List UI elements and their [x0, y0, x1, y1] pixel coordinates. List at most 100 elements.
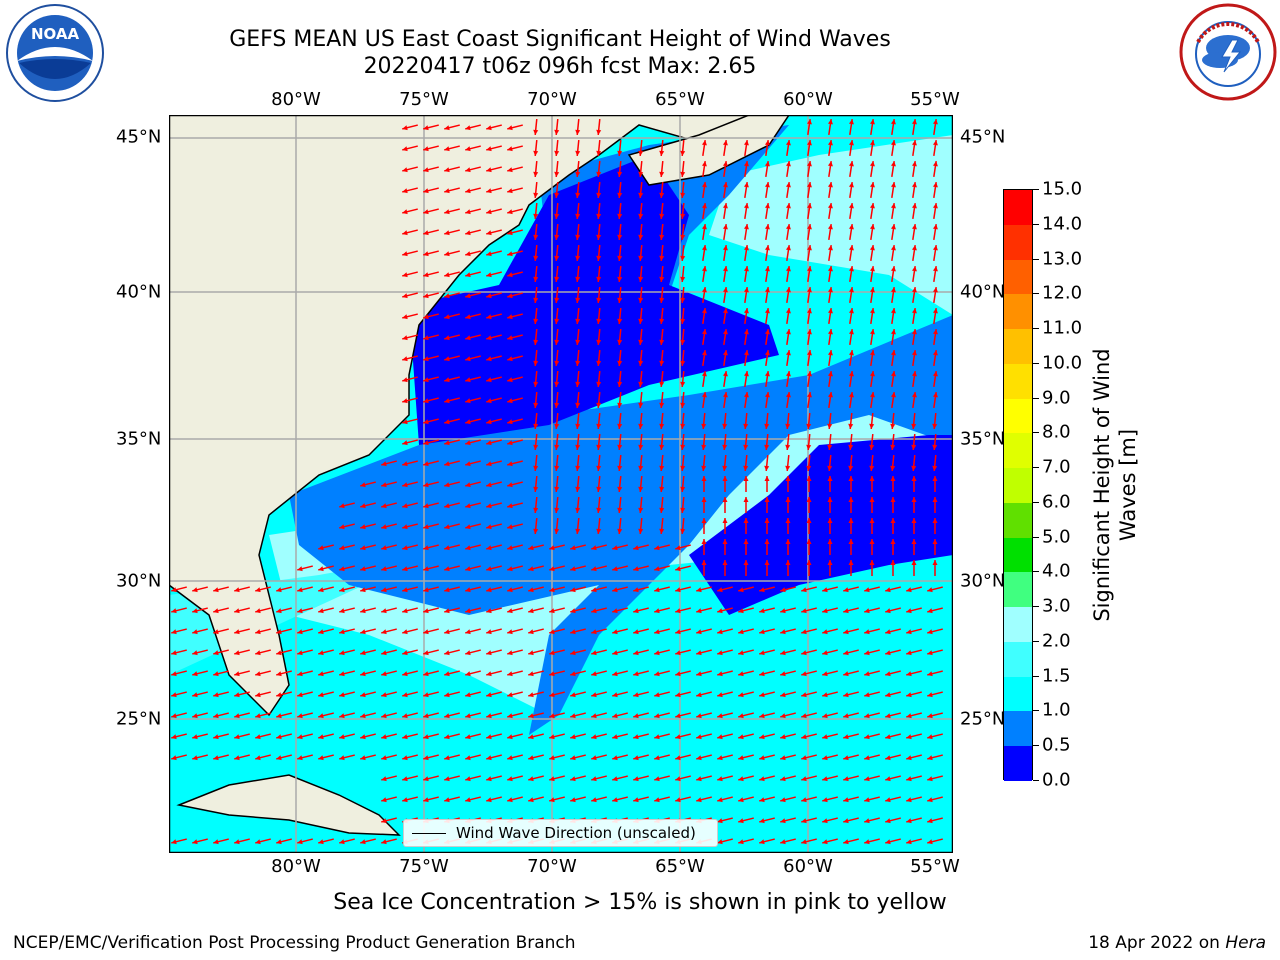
wave-arrow-head: [675, 587, 681, 593]
wave-arrow-head: [764, 266, 770, 272]
wave-arrow-head: [911, 182, 917, 188]
wave-arrow-head: [785, 423, 791, 429]
wave-arrow-head: [360, 566, 366, 572]
wave-arrow-head: [932, 518, 938, 523]
colorbar-tick-mark: [1033, 710, 1039, 712]
wave-arrow-head: [234, 650, 240, 656]
wave-arrow-head: [402, 440, 408, 446]
wave-arrow-head: [764, 161, 770, 167]
wave-arrow-head: [764, 329, 770, 335]
lon-label-top: 80°W: [271, 89, 321, 110]
wave-arrow-head: [806, 182, 812, 188]
wave-arrow-head: [444, 167, 450, 173]
wave-arrow-head: [465, 356, 471, 362]
wave-arrow-head: [617, 150, 623, 156]
wave-arrow-head: [549, 671, 555, 677]
lon-label-bottom: 75°W: [399, 856, 449, 877]
wave-arrow-head: [423, 230, 429, 236]
wave-arrow-head: [402, 314, 408, 320]
wave-arrow-head: [801, 797, 807, 803]
colorbar-tick-label: 12.0: [1042, 282, 1083, 304]
wave-arrow-head: [801, 818, 807, 824]
wave-arrow-head: [890, 224, 896, 230]
wave-arrow-head: [806, 392, 812, 398]
wave-arrow-head: [764, 245, 770, 251]
wave-arrow-head: [575, 276, 581, 282]
wave-arrow-head: [911, 140, 917, 146]
wave-arrow-head: [848, 329, 854, 335]
wave-arrow-head: [701, 497, 707, 502]
map-canvas: [169, 115, 953, 853]
wave-arrow-head: [617, 255, 623, 261]
wave-arrow-head: [932, 287, 938, 293]
wave-arrow-head: [381, 566, 387, 572]
wave-arrow-head: [633, 566, 639, 572]
wave-arrow-head: [444, 650, 450, 656]
wave-arrow-head: [717, 608, 723, 614]
wave-arrow-head: [444, 335, 450, 341]
land-north-america: [169, 115, 791, 717]
wave-arrow-head: [659, 150, 665, 156]
wave-arrow-head: [318, 566, 324, 572]
wave-arrow-head: [696, 776, 702, 782]
wave-arrow-head: [549, 650, 555, 656]
wave-arrow-head: [575, 360, 581, 366]
wave-arrow-head: [764, 497, 770, 502]
wave-arrow-head: [507, 797, 513, 803]
wave-arrow-head: [659, 507, 665, 513]
wave-arrow-head: [339, 713, 345, 719]
wave-arrow-head: [192, 839, 198, 845]
wave-arrow-head: [423, 587, 429, 593]
wave-arrow-head: [864, 587, 870, 593]
wave-arrow-head: [764, 350, 770, 356]
wave-arrow-head: [911, 161, 917, 167]
wave-arrow-head: [549, 797, 555, 803]
wave-arrow-head: [507, 671, 513, 677]
wave-arrow-head: [596, 171, 602, 177]
wave-arrow-head: [885, 839, 891, 845]
lon-label-bottom: 60°W: [783, 856, 833, 877]
wave-arrow-head: [234, 755, 240, 761]
wave-arrow-head: [486, 146, 492, 152]
wave-arrow-head: [680, 465, 686, 471]
wave-arrow-head: [360, 734, 366, 740]
wave-arrow-head: [528, 545, 534, 551]
wave-arrow-head: [848, 140, 854, 146]
wave-arrow-head: [444, 398, 450, 404]
wave-arrow-head: [549, 545, 555, 551]
wave-arrow-head: [507, 209, 513, 215]
wave-arrow-head: [675, 650, 681, 656]
wave-arrow-head: [696, 755, 702, 761]
wave-arrow-head: [465, 251, 471, 257]
wave-arrow-head: [533, 381, 539, 387]
wave-zone-0m: [409, 155, 779, 445]
wave-arrow-head: [675, 566, 681, 572]
colorbar-tick-label: 5.0: [1042, 526, 1071, 548]
wave-arrow-head: [906, 629, 912, 635]
wave-arrow-head: [759, 692, 765, 698]
wave-arrow-head: [764, 444, 770, 450]
wave-arrow-head: [890, 182, 896, 188]
wave-arrow-head: [444, 524, 450, 530]
wave-arrow-head: [659, 234, 665, 240]
wave-arrow-head: [486, 167, 492, 173]
wave-arrow-head: [444, 293, 450, 299]
wave-arrow-head: [759, 755, 765, 761]
wave-arrow-head: [486, 587, 492, 593]
wave-arrow-head: [906, 839, 912, 845]
wave-arrow-head: [911, 560, 917, 565]
wave-arrow-head: [911, 423, 917, 429]
wave-arrow-head: [297, 755, 303, 761]
wave-arrow-head: [864, 671, 870, 677]
wave-arrow-head: [423, 671, 429, 677]
wave-arrow-head: [591, 755, 597, 761]
wave-arrow-head: [785, 371, 791, 377]
wave-arrow-head: [554, 150, 560, 156]
wave-arrow-head: [927, 734, 933, 740]
wave-arrow-head: [743, 539, 749, 544]
wave-arrow-head: [444, 356, 450, 362]
wave-arrow-head: [318, 587, 324, 593]
wave-arrow-head: [444, 482, 450, 488]
wave-arrow-head: [927, 755, 933, 761]
wave-arrow-head: [213, 608, 219, 614]
